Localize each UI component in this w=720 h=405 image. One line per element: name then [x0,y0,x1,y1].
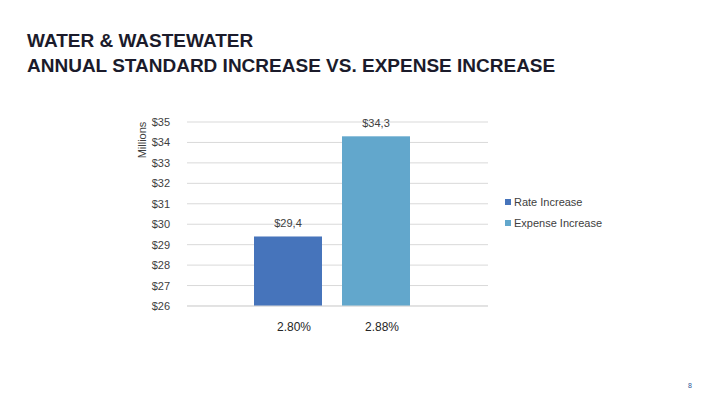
chart: WATER & WASTEWATER ANNUAL STANDARD INCREA… [0,0,720,405]
legend-swatch [505,220,511,226]
y-axis-label: Millions [136,121,148,158]
grid-line [187,306,488,307]
grid-line [187,162,488,163]
legend: Rate Increase Expense Increase [505,196,602,229]
bar [342,136,410,306]
grid-line [187,244,488,245]
grid-line [187,183,488,184]
grid-line [187,285,488,286]
y-tick-label: $33 [152,157,170,169]
bar [254,236,322,306]
data-labels: $29,4 $34,3 [274,117,390,229]
y-tick-label: $31 [152,198,170,210]
x-tick-label: 2.88% [365,320,399,334]
y-tick-label: $29 [152,239,170,251]
bars [254,136,410,306]
x-axis-line [187,306,488,307]
title: WATER & WASTEWATER [27,30,254,51]
grid-line [187,265,488,266]
subtitle: ANNUAL STANDARD INCREASE VS. EXPENSE INC… [27,55,555,76]
y-tick-label: $27 [152,280,170,292]
grid [187,122,488,306]
x-tick-label: 2.80% [277,320,311,334]
legend-swatch [505,199,511,205]
y-tick-label: $26 [152,300,170,312]
legend-label: Rate Increase [514,196,582,208]
y-tick-label: $34 [152,136,170,148]
y-tick-label: $32 [152,177,170,189]
grid-line [187,142,488,143]
legend-label: Expense Increase [514,217,602,229]
y-tick-label: $35 [152,116,170,128]
page-number: 8 [688,382,692,389]
grid-line [187,122,488,123]
y-tick-label: $28 [152,259,170,271]
grid-line [187,224,488,225]
grid-line [187,203,488,204]
data-label: $29,4 [274,217,302,229]
y-tick-label: $30 [152,218,170,230]
data-label: $34,3 [362,117,390,129]
